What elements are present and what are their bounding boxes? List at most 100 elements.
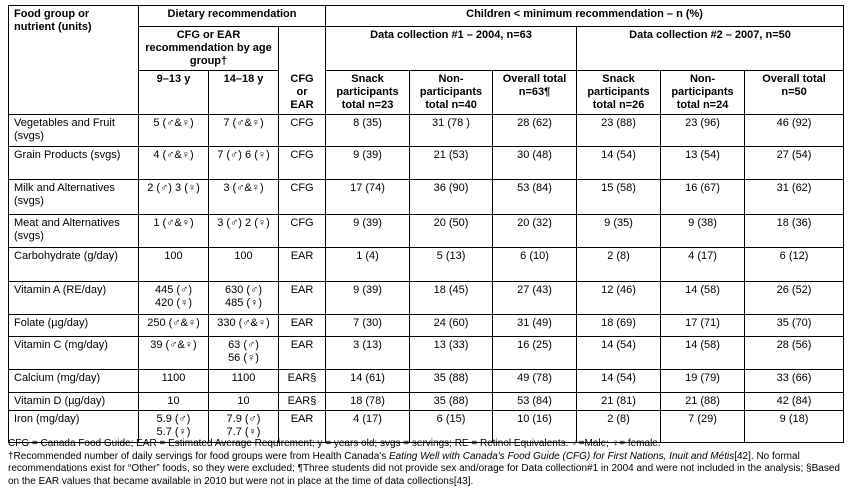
table-cell: 100 xyxy=(138,247,209,282)
table-cell: 21 (88) xyxy=(660,392,746,411)
header-cell: Data collection #2 – 2007, n=50 xyxy=(576,26,845,71)
table-cell: 2 (8) xyxy=(576,247,662,282)
row-label: Vitamin A (RE/day) xyxy=(8,281,139,315)
table-row: Milk and Alternatives (svgs) 2 (♂) 3 (♀) 3… xyxy=(8,179,845,215)
table-cell: 27 (43) xyxy=(492,281,578,315)
table-cell: 2 (8) xyxy=(576,410,662,443)
header-cell: Non-participants total n=24 xyxy=(660,70,746,115)
table-cell: 3 (♂&♀) xyxy=(208,179,279,215)
table-row: Iron (mg/day) 5.9 (♂) 5.7 (♀) 7.9 (♂) 7.7 … xyxy=(8,410,845,443)
table-cell: EAR xyxy=(277,247,327,282)
table-cell: 9 (38) xyxy=(660,214,746,248)
header-cell: 14–18 y xyxy=(208,70,279,115)
table-cell: 330 (♂&♀) xyxy=(208,314,279,337)
table-cell: 17 (74) xyxy=(325,179,411,215)
table-cell: 5.9 (♂) 5.7 (♀) xyxy=(138,410,209,443)
table-row: Vitamin D (µg/day) 10 10 EAR§ 18 (78) 35 (88)… xyxy=(8,392,845,411)
table-cell: EAR§ xyxy=(277,369,327,393)
table-cell: 4 (♂&♀) xyxy=(138,146,209,180)
table-cell: 9 (35) xyxy=(576,214,662,248)
table-cell: 15 (58) xyxy=(576,179,662,215)
table-cell: 6 (10) xyxy=(492,247,578,282)
table-cell: 20 (50) xyxy=(409,214,494,248)
row-label: Meat and Alternatives (svgs) xyxy=(8,214,139,248)
table-cell: 10 xyxy=(138,392,209,411)
table-row: Folate (µg/day) 250 (♂&♀) 330 (♂&♀) EAR 7 (3… xyxy=(8,314,845,337)
table-cell: 26 (52) xyxy=(744,281,845,315)
table-cell: 63 (♂) 56 (♀) xyxy=(208,336,279,370)
table-cell: EAR xyxy=(277,281,327,315)
table-cell: EAR§ xyxy=(277,392,327,411)
footnote-text: [42]. No formal recommendations exist fo… xyxy=(8,450,840,487)
row-label: Folate (µg/day) xyxy=(8,314,139,337)
table-wrap: Food group or nutrient (units) Dietary r… xyxy=(8,5,845,443)
table-cell: 14 (58) xyxy=(660,336,746,370)
table-cell: CFG xyxy=(277,179,327,215)
row-label: Carbohydrate (g/day) xyxy=(8,247,139,282)
table-cell: 10 (16) xyxy=(492,410,578,443)
table-cell: 18 (78) xyxy=(325,392,411,411)
table-cell: 3 (13) xyxy=(325,336,411,370)
table-cell: 2 (♂) 3 (♀) xyxy=(138,179,209,215)
footnote-text: †Recommended number of daily servings fo… xyxy=(8,450,389,462)
table-cell: 49 (78) xyxy=(492,369,578,393)
table-cell: 36 (90) xyxy=(409,179,494,215)
row-label: Vitamin D (µg/day) xyxy=(8,392,139,411)
table-cell: 13 (33) xyxy=(409,336,494,370)
table-cell: EAR xyxy=(277,336,327,370)
table-cell: 16 (25) xyxy=(492,336,578,370)
table-cell: 23 (88) xyxy=(576,114,662,147)
table-cell: 100 xyxy=(208,247,279,282)
table-cell: 8 (35) xyxy=(325,114,411,147)
table-cell: 30 (48) xyxy=(492,146,578,180)
table-cell: EAR xyxy=(277,314,327,337)
table-cell: 24 (60) xyxy=(409,314,494,337)
table-cell: 23 (96) xyxy=(660,114,746,147)
table-cell: 31 (49) xyxy=(492,314,578,337)
table-cell: 21 (53) xyxy=(409,146,494,180)
table-cell: 14 (54) xyxy=(576,146,662,180)
table-cell: 7 (29) xyxy=(660,410,746,443)
table-cell: 16 (67) xyxy=(660,179,746,215)
table-cell: 630 (♂) 485 (♀) xyxy=(208,281,279,315)
table-cell: 1100 xyxy=(208,369,279,393)
row-label: Vegetables and Fruit (svgs) xyxy=(8,114,139,147)
table-cell: 3 (♂) 2 (♀) xyxy=(208,214,279,248)
table-row: Grain Products (svgs) 4 (♂&♀) 7 (♂) 6 (♀) C… xyxy=(8,146,845,180)
table-cell: CFG xyxy=(277,146,327,180)
table-cell: 7 (♂) 6 (♀) xyxy=(208,146,279,180)
header-cell: Snack participants total n=26 xyxy=(576,70,662,115)
table-cell: 10 xyxy=(208,392,279,411)
table-cell: 31 (78 ) xyxy=(409,114,494,147)
row-label: Grain Products (svgs) xyxy=(8,146,139,180)
table-cell: 14 (61) xyxy=(325,369,411,393)
table-row: Meat and Alternatives (svgs) 1 (♂&♀) 3 (♂)… xyxy=(8,214,845,248)
table-cell: 42 (84) xyxy=(744,392,845,411)
footnote-text: CFG = Canada Food Guide; EAR = Estimated… xyxy=(8,438,661,449)
table-cell: 13 (54) xyxy=(660,146,746,180)
header-cell: CFG or EAR recommendation by age group† xyxy=(138,26,279,71)
table-cell: CFG xyxy=(277,214,327,248)
table-cell: 18 (69) xyxy=(576,314,662,337)
row-label: Milk and Alternatives (svgs) xyxy=(8,179,139,215)
table-cell: 18 (45) xyxy=(409,281,494,315)
table-cell: 39 (♂&♀) xyxy=(138,336,209,370)
header-cell: Food group or nutrient (units) xyxy=(8,5,139,115)
table-row: Vitamin A (RE/day) 445 (♂) 420 (♀) 630 (♂)… xyxy=(8,281,845,315)
table-cell: 28 (62) xyxy=(492,114,578,147)
table-cell: 14 (58) xyxy=(660,281,746,315)
table-row: Calcium (mg/day) 1100 1100 EAR§ 14 (61) 35 (8… xyxy=(8,369,845,393)
header-cell: Dietary recommendation xyxy=(137,5,327,27)
table-cell: 1100 xyxy=(138,369,209,393)
header-cell: Snack participants total n=23 xyxy=(325,70,411,115)
row-label: Vitamin C (mg/day) xyxy=(8,336,139,370)
table-cell: 27 (54) xyxy=(744,146,845,180)
table-cell: 12 (46) xyxy=(576,281,662,315)
header-cell xyxy=(277,26,327,71)
table-cell: 9 (39) xyxy=(325,281,411,315)
table-cell: 18 (36) xyxy=(744,214,845,248)
table-cell: 53 (84) xyxy=(492,179,578,215)
table-cell: 1 (♂&♀) xyxy=(138,214,209,248)
row-label: Calcium (mg/day) xyxy=(8,369,139,393)
